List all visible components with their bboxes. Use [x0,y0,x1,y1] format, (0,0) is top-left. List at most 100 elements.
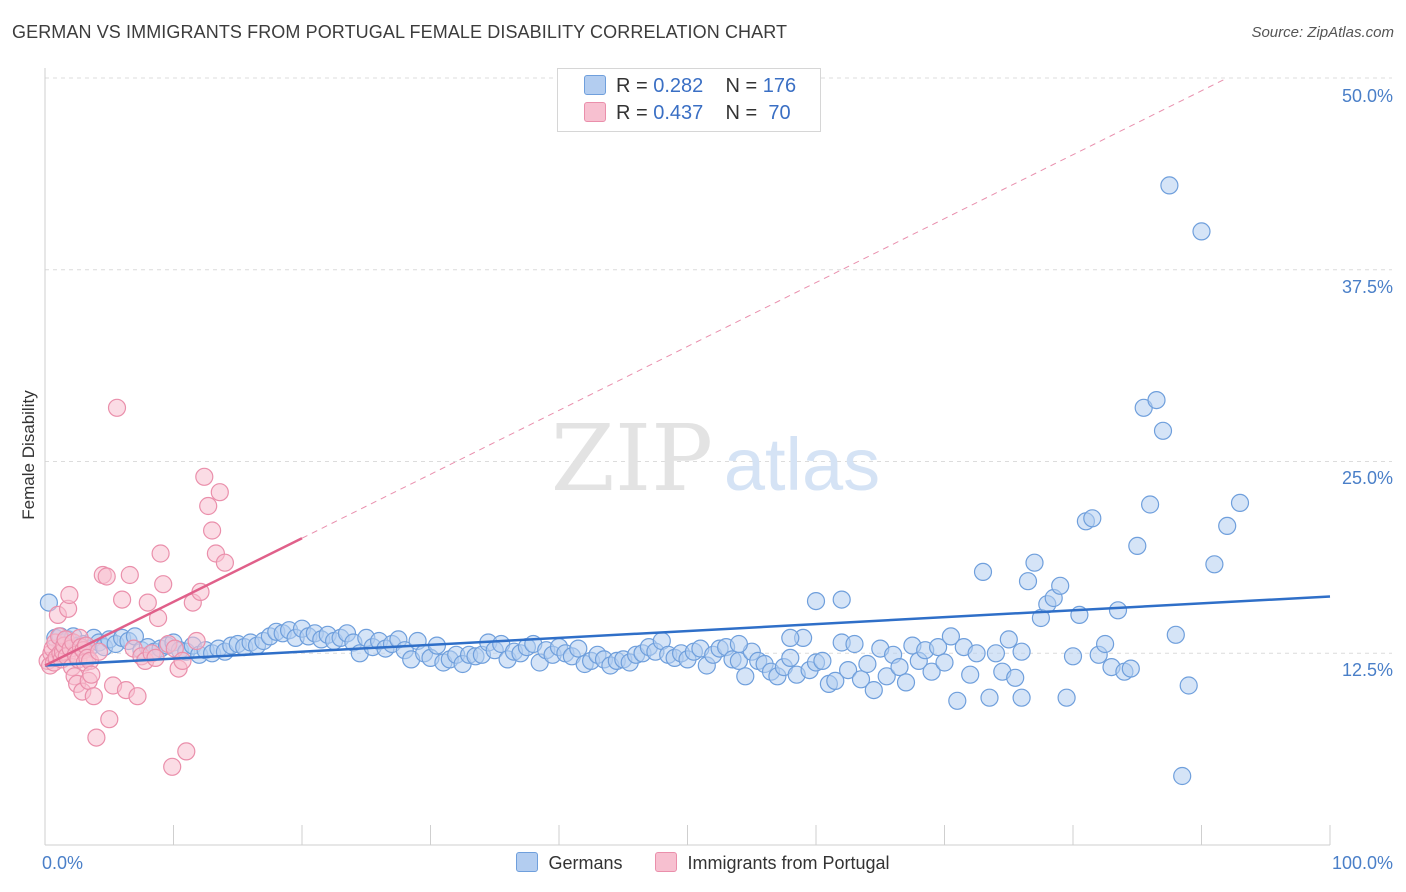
data-point-germans [1057,688,1076,707]
data-point-portugal [187,631,206,651]
data-point-portugal [84,687,103,706]
legend: R = 0.282 N = 176 R = 0.437 N = 70 [557,68,821,132]
bottom-legend-item-portugal: Immigrants from Portugal [655,852,890,874]
data-point-germans [961,665,980,684]
y-tick-label: 25.0% [1341,468,1393,488]
legend-swatch-portugal [584,102,606,122]
trendline-portugal-extended [301,77,1228,539]
data-point-germans [729,634,749,654]
data-point-portugal [146,648,165,668]
trendlines [44,77,1331,667]
legend-r-label: R = [616,75,648,97]
data-point-portugal [87,728,106,747]
bottom-legend-swatch-germans [516,852,539,872]
data-point-germans [736,667,755,686]
trendline-portugal [44,537,303,667]
data-point-germans [973,562,993,582]
legend-r-label: R = [616,102,648,124]
data-point-germans [890,657,909,677]
bottom-legend-item-germans: Germans [516,852,622,874]
data-point-germans [986,644,1006,663]
data-point-germans [877,667,896,686]
source-label: Source: ZipAtlas.com [1251,24,1394,41]
data-point-germans [1179,676,1198,695]
data-point-germans [928,637,948,657]
data-point-germans [845,634,864,654]
bottom-legend-label: Immigrants from Portugal [687,853,890,873]
data-point-portugal [163,757,182,776]
data-point-germans [896,673,916,692]
watermark: ZIP atlas [551,405,880,512]
legend-n-value: 70 [768,102,791,124]
data-point-germans [980,688,999,707]
data-point-germans [1025,553,1044,572]
data-point-portugal [60,585,79,605]
data-point-germans [967,644,986,663]
data-point-germans [1230,493,1250,512]
y-tick-label: 12.5% [1341,660,1393,680]
data-point-germans [832,590,851,609]
y-axis-label: Female Disability [19,390,38,520]
data-point-germans [1205,555,1224,574]
data-point-germans [1160,176,1179,195]
watermark-atlas: atlas [724,423,880,506]
legend-n-label: N = [725,75,758,97]
data-point-germans [569,639,588,658]
legend-swatch-germans [584,75,606,95]
data-point-germans [1140,495,1160,514]
data-point-portugal [128,687,147,706]
data-point-portugal [89,642,109,661]
data-point-portugal [100,710,119,729]
trendline-germans [44,595,1331,667]
data-point-portugal [151,544,170,563]
data-point-germans [1128,536,1147,556]
data-point-germans [1108,601,1128,620]
data-point-portugal [107,398,127,417]
bottom-legend: Germans Immigrants from Portugal [0,852,1406,874]
legend-n-label: N = [725,102,758,124]
data-point-germans [1083,509,1102,528]
data-point-germans [935,653,954,672]
data-point-portugal [177,742,196,761]
chart-title: GERMAN VS IMMIGRANTS FROM PORTUGAL FEMAL… [12,22,788,42]
data-point-portugal [215,553,234,572]
data-point-germans [1012,688,1031,707]
data-point-portugal [97,567,116,586]
legend-row-portugal: R = 0.437 N = 70 [584,102,791,125]
bottom-legend-swatch-portugal [655,852,678,872]
data-point-germans [39,593,59,612]
data-point-germans [851,670,871,689]
data-point-germans [1218,516,1237,536]
data-point-portugal [173,651,192,671]
data-point-portugal [120,565,139,585]
legend-row-germans: R = 0.282 N = 176 [584,75,796,98]
data-point-germans [864,680,883,700]
legend-r-value: 0.282 [653,75,704,97]
data-point-germans [1063,647,1083,666]
data-point-germans [941,627,961,646]
data-point-germans [781,628,800,648]
data-point-germans [999,630,1018,649]
x-tick-label: 0.0% [42,853,84,873]
y-tick-label: 50.0% [1341,86,1393,106]
data-point-portugal [82,665,101,684]
x-tick-label: 100.0% [1331,853,1393,873]
bottom-legend-label: Germans [548,853,623,873]
y-tick-label: 37.5% [1341,277,1393,297]
data-point-germans [858,654,877,674]
data-point-germans [922,662,941,681]
gridlines [45,77,1392,654]
data-point-germans [1166,625,1185,644]
data-point-germans [948,691,967,710]
axes [44,68,1331,846]
legend-n-value: 176 [762,75,797,97]
data-point-portugal [138,593,157,612]
data-point-germans [826,671,845,691]
data-point-germans [1051,576,1070,595]
data-point-germans [1012,642,1031,661]
data-point-portugal [112,590,132,609]
data-point-germans [1147,391,1166,410]
data-point-germans [806,591,826,611]
watermark-zip: ZIP [551,405,713,512]
